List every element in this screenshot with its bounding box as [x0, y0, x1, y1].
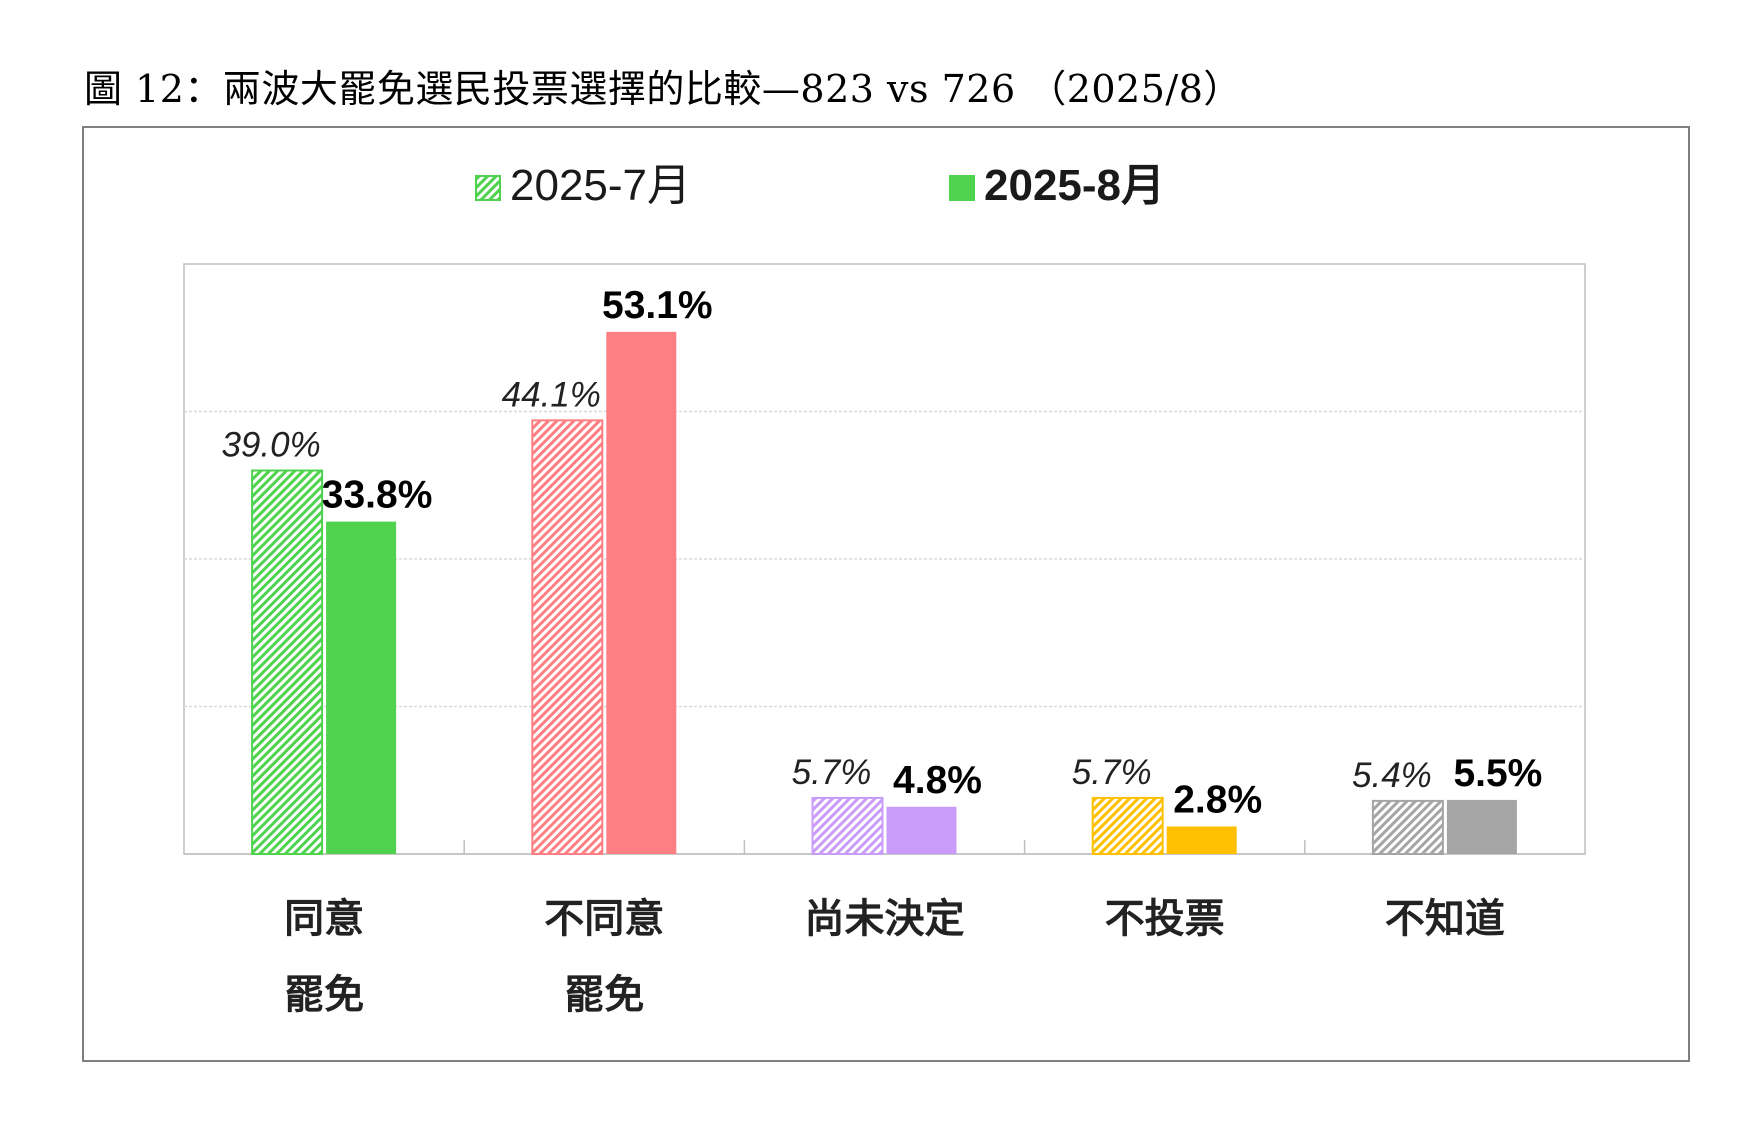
data-label-jul: 39.0% [221, 426, 320, 465]
legend-swatch-2 [949, 175, 975, 201]
category-label: 不投票 [1105, 896, 1225, 942]
data-label-aug: 33.8% [322, 474, 433, 517]
bar-aug [326, 521, 397, 854]
category-label: 罷免 [564, 972, 644, 1018]
category-label: 罷免 [284, 972, 364, 1018]
legend-label-1: 2025-7月 [510, 161, 691, 210]
legend-label-2: 2025-8月 [984, 161, 1165, 210]
data-label-jul: 5.7% [792, 753, 872, 792]
category-label: 不同意 [544, 896, 664, 942]
data-label-aug: 5.5% [1453, 752, 1542, 795]
bar-jul [1371, 799, 1444, 856]
gridlines [184, 410, 1585, 708]
figure-title: 圖 12：兩波大罷免選民投票選擇的比較—823 vs 726 （2025/8） [84, 67, 1242, 111]
data-label-aug: 4.8% [893, 759, 982, 802]
category-label: 尚未決定 [805, 896, 965, 942]
legend-swatch-1 [475, 175, 501, 201]
x-axis [184, 840, 1585, 855]
data-label-aug: 2.8% [1173, 778, 1262, 821]
data-label-jul: 44.1% [502, 375, 601, 414]
bar-jul [1091, 796, 1164, 856]
category-label: 同意 [284, 896, 364, 942]
bar-aug [1446, 799, 1517, 854]
chart-frame: 2025-7月 2025-8月 39.0% 33.8% 44.1% 53.1% 5.7% 4… [82, 126, 1690, 1062]
bar-aug [886, 806, 957, 854]
bar-chart: 2025-7月 2025-8月 39.0%33.8% 44.1% 53.1% 5.7% 4… [183, 161, 1586, 1018]
bar-jul [531, 419, 604, 855]
data-label-jul: 5.7% [1072, 753, 1152, 792]
bar-jul [811, 796, 884, 856]
bar-jul [251, 469, 324, 855]
bars [251, 331, 1517, 856]
bar-aug [1166, 826, 1237, 854]
data-label-aug: 53.1% [602, 284, 713, 327]
legend: 2025-7月 2025-8月 [475, 161, 1165, 210]
category-label: 不知道 [1385, 896, 1505, 942]
data-labels: 39.0%33.8% 44.1% 53.1% 5.7% 4.8% 5.7% 2.8% 5.4%… [221, 284, 1542, 822]
data-label-jul: 5.4% [1352, 756, 1432, 795]
bar-aug [606, 331, 677, 855]
